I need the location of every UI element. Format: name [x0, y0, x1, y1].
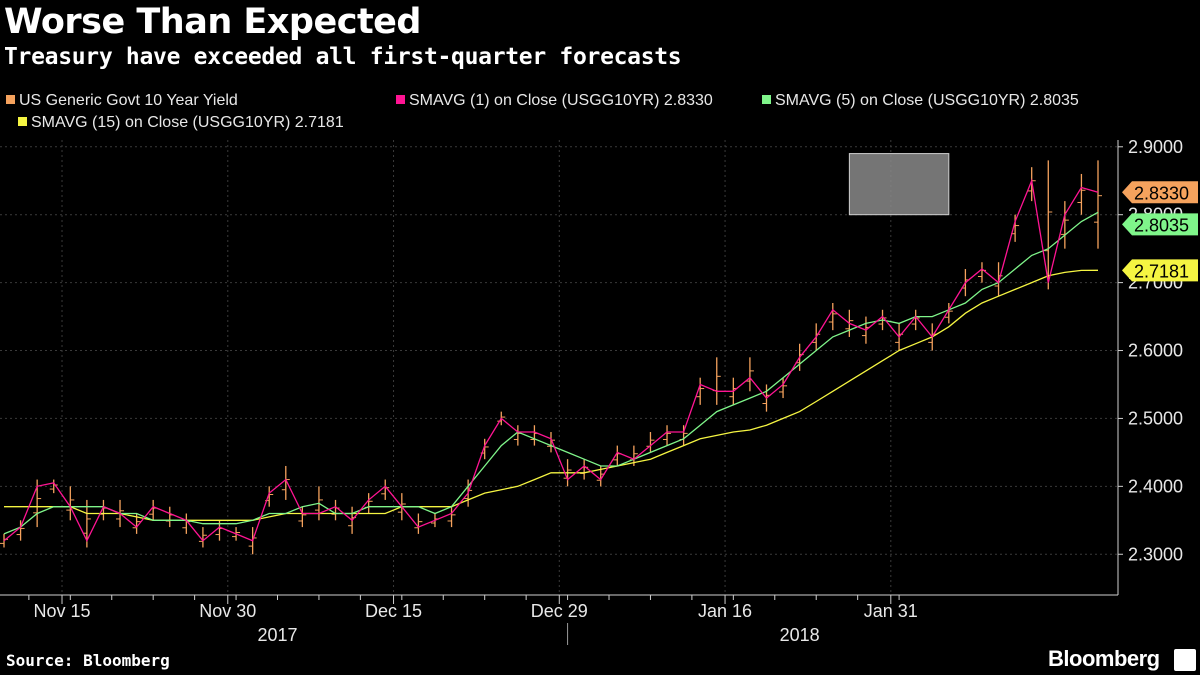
y-tick-label: 2.4000	[1128, 476, 1183, 496]
sma5-line	[3, 211, 1099, 535]
source-note: Source: Bloomberg	[6, 651, 170, 670]
x-tick-label: Dec 15	[365, 601, 422, 621]
brand-logo-icon	[1174, 649, 1196, 671]
legend-swatch	[396, 95, 405, 105]
highlight-box	[848, 153, 950, 216]
value-tag-label: 2.8035	[1134, 215, 1189, 235]
x-tick-label: Jan 31	[864, 601, 918, 621]
legend-item-yield: US Generic Govt 10 Year Yield	[6, 92, 238, 110]
x-tick-label: Dec 29	[531, 601, 588, 621]
value-tag-label: 2.8330	[1134, 183, 1189, 203]
y-tick-label: 2.3000	[1128, 544, 1183, 564]
year-label: 2018	[780, 625, 820, 645]
legend-swatch	[18, 117, 27, 127]
y-tick-label: 2.6000	[1128, 341, 1183, 361]
legend-label: SMAVG (1) on Close (USGG10YR) 2.8330	[409, 92, 713, 109]
value-tag-bg	[1122, 181, 1198, 204]
chart-subtitle: Treasury have exceeded all first-quarter…	[4, 44, 682, 70]
legend-swatch	[6, 95, 15, 105]
value-tag-bg	[1122, 213, 1198, 236]
value-tag-label: 2.7181	[1134, 261, 1189, 281]
x-tick-label: Nov 15	[33, 601, 90, 621]
sma1-line	[3, 178, 1099, 543]
year-label: 2017	[257, 625, 297, 645]
legend-item-sma5: SMAVG (5) on Close (USGG10YR) 2.8035	[762, 92, 1079, 110]
value-tag-bg	[1122, 259, 1198, 282]
legend-label: US Generic Govt 10 Year Yield	[19, 92, 238, 109]
chart-title: Worse Than Expected	[4, 2, 421, 42]
sma15-line	[4, 269, 1099, 521]
legend-label: SMAVG (5) on Close (USGG10YR) 2.8035	[775, 92, 1079, 109]
x-tick-label: Jan 16	[698, 601, 752, 621]
legend-item-sma15: SMAVG (15) on Close (USGG10YR) 2.7181	[18, 114, 344, 132]
y-tick-label: 2.9000	[1128, 137, 1183, 157]
legend-swatch	[762, 95, 771, 105]
legend-item-sma1: SMAVG (1) on Close (USGG10YR) 2.8330	[396, 92, 713, 110]
x-tick-label: Nov 30	[199, 601, 256, 621]
brand-logo-text: Bloomberg	[1048, 646, 1160, 671]
y-tick-label: 2.5000	[1128, 408, 1183, 428]
legend-label: SMAVG (15) on Close (USGG10YR) 2.7181	[31, 114, 344, 131]
